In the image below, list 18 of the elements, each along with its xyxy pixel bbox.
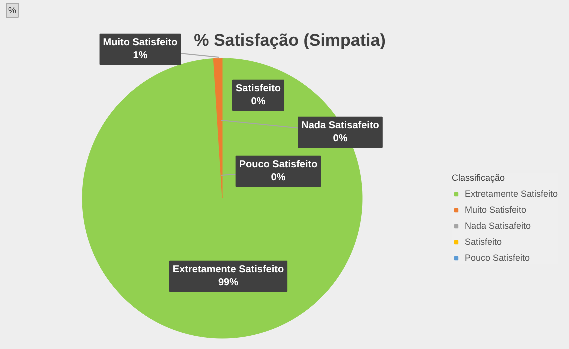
text: % [8, 6, 17, 16]
text: 0% [333, 134, 348, 145]
slice-label: Extretamente Satisfeito [172, 264, 284, 276]
data-label: 99% [218, 278, 239, 289]
category-label: Pouco Satisfeito [239, 159, 318, 170]
text: 0% [271, 172, 286, 184]
legend-label: Nada Satisafeito [465, 220, 532, 232]
slice-label: Muito Satisfeito [103, 37, 178, 48]
legend-label: Extretamente Satisfeito [465, 188, 558, 200]
chart-title: % Satisfação (Simpatia) [194, 31, 386, 50]
legend-label: Satisfeito [465, 236, 502, 248]
text: 0% [251, 96, 266, 108]
legend-label: Pouco Satisfeito [465, 252, 530, 264]
category-label: Satisfeito [236, 83, 282, 94]
category-label: Nada Satisafeito [302, 120, 380, 132]
legend-label: Muito Satisfeito [465, 204, 527, 216]
data-label: 1% [133, 50, 148, 62]
legend-title: Classificação [452, 173, 506, 183]
